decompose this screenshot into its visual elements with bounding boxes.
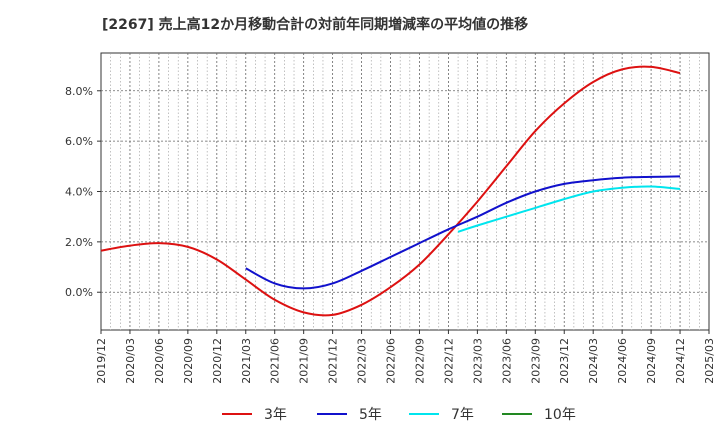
legend: 3年 5年 7年 10年 xyxy=(222,407,576,423)
y-tick-label: 2.0% xyxy=(65,236,93,249)
legend-label: 3年 xyxy=(264,407,287,423)
legend-label: 7年 xyxy=(451,407,474,423)
x-tick-label: 2023/03 xyxy=(471,338,484,384)
x-axis-ticks: 2019/12 2020/03 2020/06 2020/09 2020/12 2021/… xyxy=(95,330,716,384)
x-tick-label: 2025/03 xyxy=(703,338,716,384)
series-line-1 xyxy=(100,65,681,317)
legend-label: 10年 xyxy=(544,407,576,423)
x-tick-label: 2021/03 xyxy=(240,338,253,384)
x-tick-label: 2020/03 xyxy=(124,338,137,384)
y-tick-label: 6.0% xyxy=(65,135,93,148)
y-tick-label: 4.0% xyxy=(65,186,93,199)
x-tick-label: 2020/12 xyxy=(211,338,224,384)
x-tick-label: 2022/09 xyxy=(413,338,426,384)
y-axis-ticks: 0.0% 2.0% 4.0% 6.0% 8.0% xyxy=(65,85,101,299)
y-tick-label: 8.0% xyxy=(65,85,93,98)
legend-label: 5年 xyxy=(359,407,382,423)
series-line-2 xyxy=(245,175,681,290)
x-tick-label: 2021/12 xyxy=(327,338,340,384)
x-tick-label: 2022/06 xyxy=(385,338,398,384)
y-tick-label: 0.0% xyxy=(65,286,93,299)
x-tick-label: 2023/12 xyxy=(558,338,571,384)
x-tick-label: 2019/12 xyxy=(95,338,108,384)
chart-title: [2267] 売上高12か月移動合計の対前年同期増減率の平均値の推移 xyxy=(102,17,529,33)
x-tick-label: 2024/12 xyxy=(674,338,687,384)
x-tick-label: 2021/09 xyxy=(298,338,311,384)
x-tick-label: 2023/09 xyxy=(529,338,542,384)
x-tick-label: 2020/09 xyxy=(182,338,195,384)
x-tick-label: 2024/09 xyxy=(645,338,658,384)
x-tick-label: 2023/06 xyxy=(500,338,513,384)
series-layer xyxy=(100,65,681,317)
x-tick-label: 2024/06 xyxy=(616,338,629,384)
x-tick-label: 2022/03 xyxy=(356,338,369,384)
x-tick-label: 2021/06 xyxy=(269,338,282,384)
x-tick-label: 2022/12 xyxy=(442,338,455,384)
series-line-3 xyxy=(457,185,681,233)
grid xyxy=(101,53,709,330)
x-tick-label: 2024/03 xyxy=(587,338,600,384)
x-tick-label: 2020/06 xyxy=(153,338,166,384)
